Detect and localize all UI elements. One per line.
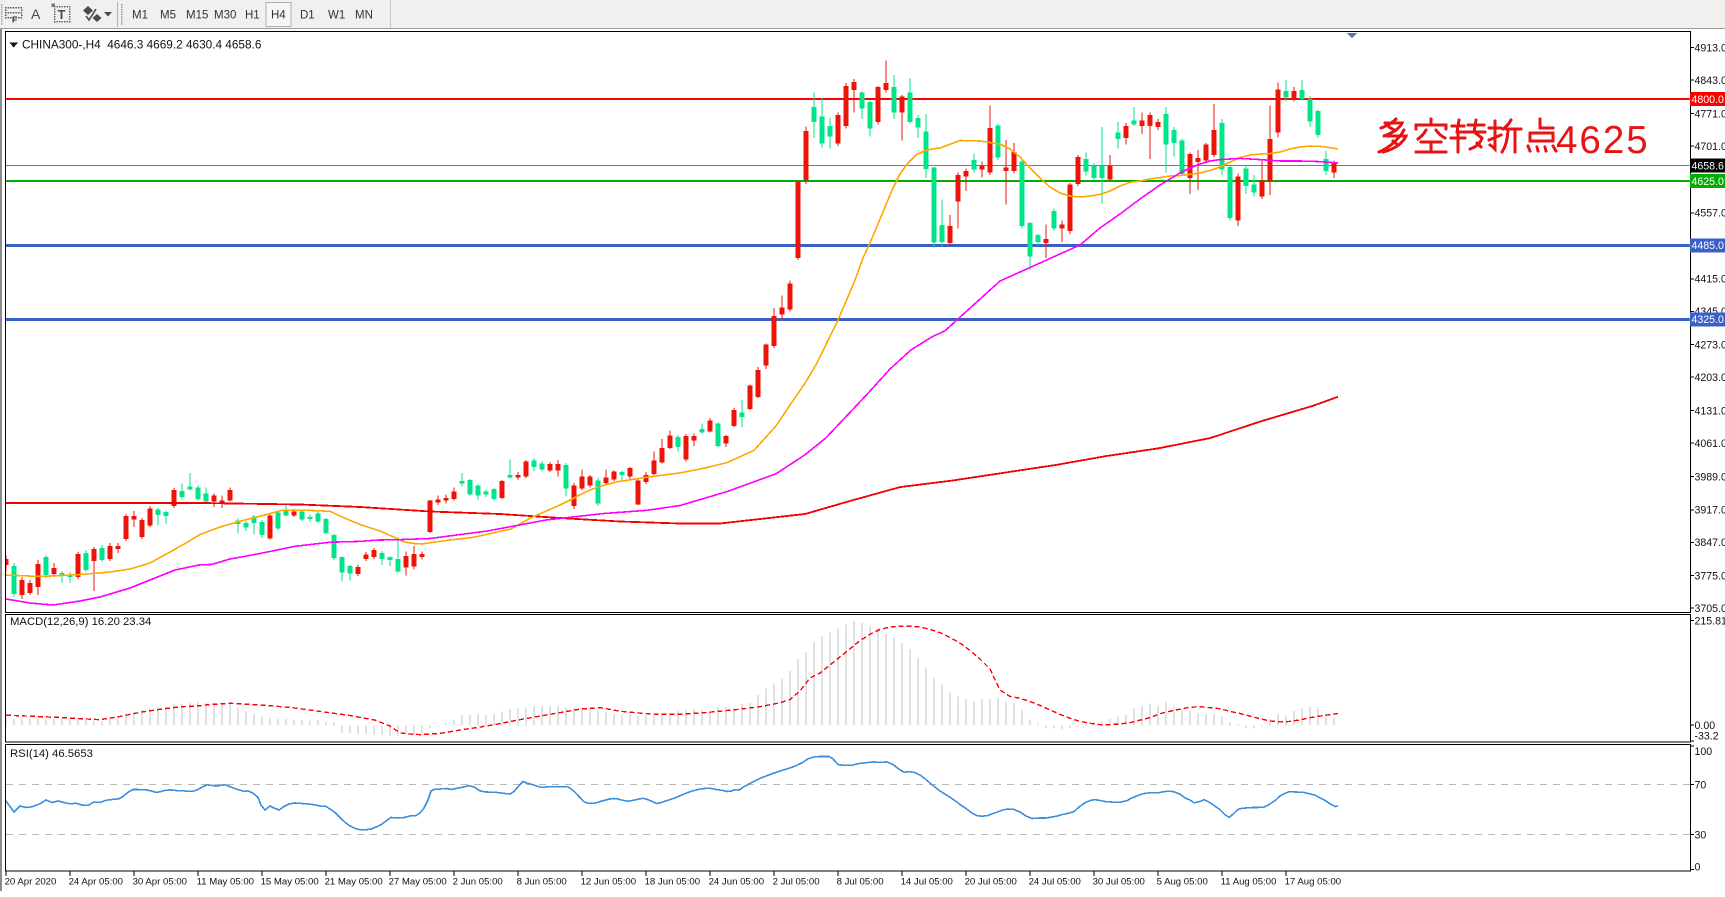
svg-text:30 Jul 05:00: 30 Jul 05:00 [1093,877,1145,888]
svg-text:24 Jun 05:00: 24 Jun 05:00 [709,877,764,888]
svg-text:4131.0: 4131.0 [1695,405,1725,417]
svg-text:4771.0: 4771.0 [1695,108,1725,120]
svg-text:14 Jul 05:00: 14 Jul 05:00 [901,877,953,888]
svg-text:100: 100 [1695,746,1713,758]
svg-text:M15: M15 [186,10,208,22]
svg-text:M30: M30 [214,10,236,22]
svg-text:M1: M1 [132,10,148,22]
svg-text:17 Aug 05:00: 17 Aug 05:00 [1285,877,1342,888]
svg-text:2 Jun 05:00: 2 Jun 05:00 [453,877,503,888]
svg-text:20 Apr 2020: 20 Apr 2020 [5,877,57,888]
svg-text:3917.0: 3917.0 [1695,505,1725,517]
svg-text:30 Apr 05:00: 30 Apr 05:00 [133,877,187,888]
svg-text:-33.2: -33.2 [1695,730,1719,742]
svg-text:4800.0: 4800.0 [1692,94,1725,106]
svg-text:4625.0: 4625.0 [1692,176,1725,188]
svg-text:20 Jul 05:00: 20 Jul 05:00 [965,877,1017,888]
svg-text:21 May 05:00: 21 May 05:00 [325,877,383,888]
svg-text:15 May 05:00: 15 May 05:00 [261,877,319,888]
svg-text:T: T [58,7,66,22]
svg-text:MN: MN [355,10,373,22]
svg-text:11 Aug 05:00: 11 Aug 05:00 [1221,877,1277,888]
svg-text:2 Jul 05:00: 2 Jul 05:00 [773,877,820,888]
svg-text:4061.0: 4061.0 [1695,438,1725,450]
svg-text:24 Jul 05:00: 24 Jul 05:00 [1029,877,1081,888]
svg-text:4485.0: 4485.0 [1692,240,1725,252]
svg-text:215.81: 215.81 [1695,616,1725,628]
svg-text:MACD(12,26,9) 16.20 23.34: MACD(12,26,9) 16.20 23.34 [10,616,151,628]
svg-text:F: F [12,15,17,25]
svg-text:4625: 4625 [1556,119,1650,162]
svg-text:M5: M5 [160,10,176,22]
svg-text:4658.6: 4658.6 [1692,160,1725,172]
svg-text:3847.0: 3847.0 [1695,537,1725,549]
svg-text:0: 0 [1695,861,1701,873]
svg-text:27 May 05:00: 27 May 05:00 [389,877,447,888]
svg-text:A: A [31,6,41,22]
svg-text:RSI(14) 46.5653: RSI(14) 46.5653 [10,748,93,760]
svg-text:4415.0: 4415.0 [1695,274,1725,286]
svg-text:4557.0: 4557.0 [1695,208,1725,220]
svg-text:3705.0: 3705.0 [1695,603,1725,615]
svg-text:8 Jul 05:00: 8 Jul 05:00 [837,877,884,888]
svg-text:4203.0: 4203.0 [1695,372,1725,384]
svg-text:70: 70 [1695,779,1707,791]
svg-text:24 Apr 05:00: 24 Apr 05:00 [69,877,123,888]
svg-text:3989.0: 3989.0 [1695,471,1725,483]
svg-text:4913.0: 4913.0 [1695,42,1725,54]
svg-text:4273.0: 4273.0 [1695,340,1725,352]
svg-text:8 Jun 05:00: 8 Jun 05:00 [517,877,567,888]
svg-text:0.00: 0.00 [1695,720,1716,732]
svg-text:H1: H1 [245,10,260,22]
svg-text:4843.0: 4843.0 [1695,75,1725,87]
svg-text:CHINA300-,H4 4646.3 4669.2 46: CHINA300-,H4 4646.3 4669.2 4630.4 4658.6 [22,38,262,52]
svg-text:H4: H4 [271,10,286,22]
svg-text:12 Jun 05:00: 12 Jun 05:00 [581,877,636,888]
svg-text:W1: W1 [328,10,345,22]
svg-text:3775.0: 3775.0 [1695,570,1725,582]
svg-text:11 May 05:00: 11 May 05:00 [197,877,254,888]
svg-text:D1: D1 [300,10,315,22]
svg-text:30: 30 [1695,829,1707,841]
svg-text:4701.0: 4701.0 [1695,141,1725,153]
svg-text:4325.0: 4325.0 [1692,314,1725,326]
svg-text:5 Aug 05:00: 5 Aug 05:00 [1157,877,1208,888]
svg-text:18 Jun 05:00: 18 Jun 05:00 [645,877,700,888]
